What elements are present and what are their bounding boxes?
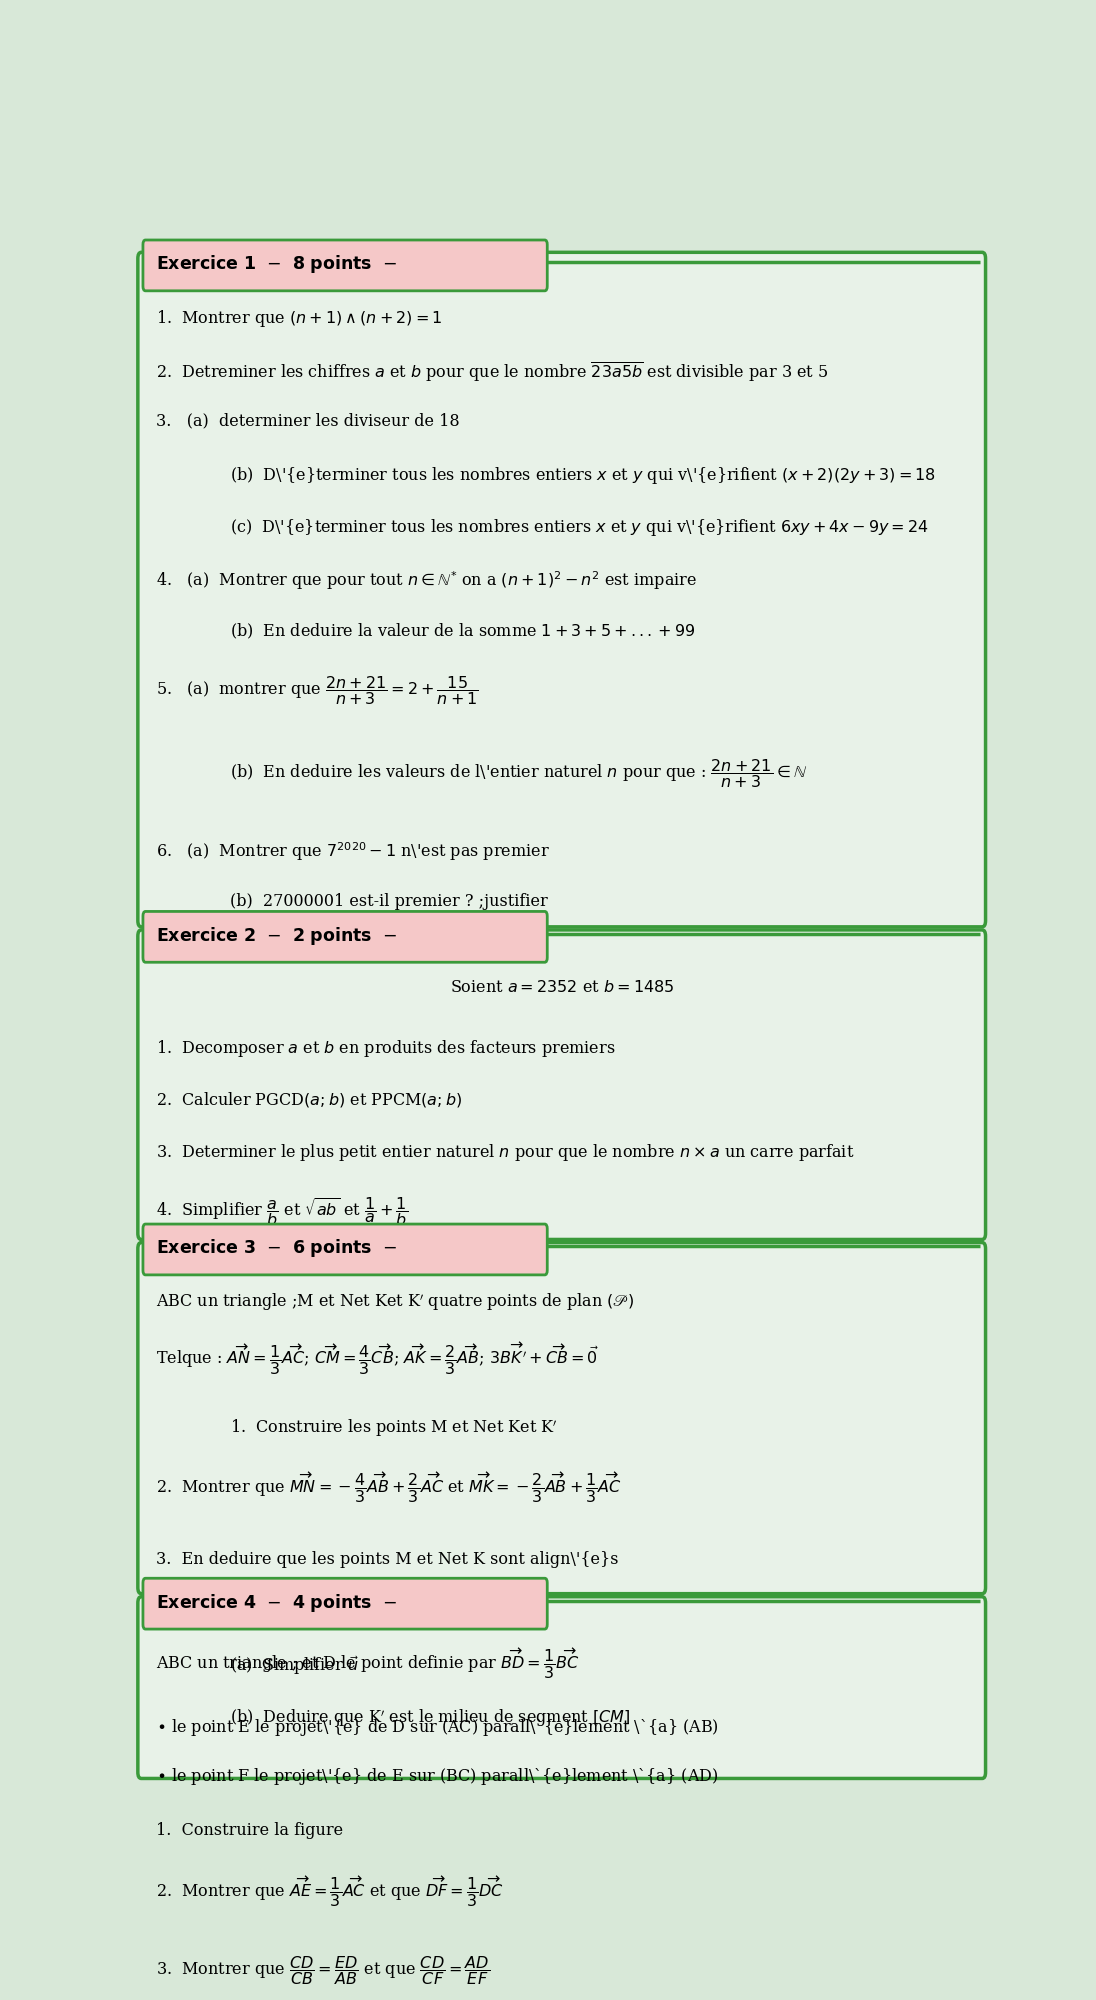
FancyBboxPatch shape	[142, 1578, 547, 1630]
Text: 1.  Construire les points M et Net Ket K$'$: 1. Construire les points M et Net Ket K$…	[230, 1418, 558, 1440]
Text: $\bullet$ le point E le projet\'{e} de D sur (AC) parall\`{e}lement \`{a} (AB): $\bullet$ le point E le projet\'{e} de D…	[156, 1716, 719, 1738]
Text: $\mathbf{Exercice\ 2}$  $-$  $\mathbf{2\ points}$  $-$: $\mathbf{Exercice\ 2}$ $-$ $\mathbf{2\ p…	[156, 924, 397, 946]
Text: (c)  D\'{e}terminer tous les nombres entiers $x$ et $y$ qui v\'{e}rifient $6xy+4: (c) D\'{e}terminer tous les nombres enti…	[230, 518, 929, 538]
Text: 2.  Montrer que $\overrightarrow{MN}=-\dfrac{4}{3}\overrightarrow{AB}+\dfrac{2}{: 2. Montrer que $\overrightarrow{MN}=-\df…	[156, 1470, 621, 1506]
Text: $\bullet$ le point F le projet\'{e} de E sur (BC) parall\`{e}lement \`{a} (AD): $\bullet$ le point F le projet\'{e} de E…	[156, 1766, 718, 1788]
FancyBboxPatch shape	[142, 1224, 547, 1274]
Text: 2.  Montrer que $\overrightarrow{AE}=\dfrac{1}{3}\overrightarrow{AC}$ et que $\o: 2. Montrer que $\overrightarrow{AE}=\dfr…	[156, 1874, 504, 1908]
FancyBboxPatch shape	[138, 1596, 985, 1778]
Text: $\mathbf{Exercice\ 1}$  $-$  $\mathbf{8\ points}$  $-$: $\mathbf{Exercice\ 1}$ $-$ $\mathbf{8\ p…	[156, 254, 397, 276]
Text: Soient $a=2352$ et $b=1485$: Soient $a=2352$ et $b=1485$	[449, 980, 674, 996]
FancyBboxPatch shape	[138, 252, 985, 926]
Text: 1.  Construire la figure: 1. Construire la figure	[156, 1822, 343, 1838]
Text: (a)  Simplifier $\vec{u}$: (a) Simplifier $\vec{u}$	[230, 1656, 359, 1678]
Text: 2.  Calculer PGCD$(a;b)$ et PPCM$(a;b)$: 2. Calculer PGCD$(a;b)$ et PPCM$(a;b)$	[156, 1090, 463, 1110]
Text: 6.   (a)  Montrer que $7^{2020}-1$ n\'est pas premier: 6. (a) Montrer que $7^{2020}-1$ n\'est p…	[156, 840, 549, 864]
Text: Telque : $\overrightarrow{AN}=\dfrac{1}{3}\overrightarrow{AC}$; $\overrightarrow: Telque : $\overrightarrow{AN}=\dfrac{1}{…	[156, 1342, 598, 1378]
Text: 1.  Montrer que $(n+1)\wedge(n+2)=1$: 1. Montrer que $(n+1)\wedge(n+2)=1$	[156, 308, 442, 328]
Text: 4.  Soit le vecteur $\vec{u}=\overrightarrow{K'C}+\overrightarrow{K'M}$: 4. Soit le vecteur $\vec{u}=\overrightar…	[156, 1602, 411, 1628]
Text: 1.  Decomposer $a$ et $b$ en produits des facteurs premiers: 1. Decomposer $a$ et $b$ en produits des…	[156, 1038, 615, 1058]
FancyBboxPatch shape	[138, 1242, 985, 1594]
Text: 3.  Determiner le plus petit entier naturel $n$ pour que le nombre $n\times a$ u: 3. Determiner le plus petit entier natur…	[156, 1142, 854, 1164]
Text: 5.   (a)  montrer que $\dfrac{2n+21}{n+3}=2+\dfrac{15}{n+1}$: 5. (a) montrer que $\dfrac{2n+21}{n+3}=2…	[156, 674, 479, 708]
FancyBboxPatch shape	[138, 930, 985, 1240]
FancyBboxPatch shape	[142, 912, 547, 962]
Text: $\mathbf{Exercice\ 4}$  $-$  $\mathbf{4\ points}$  $-$: $\mathbf{Exercice\ 4}$ $-$ $\mathbf{4\ p…	[156, 1592, 397, 1614]
Text: ABC un triangle ; et D le point definie par $\overrightarrow{BD}=\dfrac{1}{3}\ov: ABC un triangle ; et D le point definie …	[156, 1646, 580, 1680]
Text: 3.   (a)  determiner les diviseur de 18: 3. (a) determiner les diviseur de 18	[156, 412, 459, 430]
Text: (b)  D\'{e}terminer tous les nombres entiers $x$ et $y$ qui v\'{e}rifient $(x+2): (b) D\'{e}terminer tous les nombres enti…	[230, 464, 936, 486]
FancyBboxPatch shape	[142, 240, 547, 290]
Text: 4.  Simplifier $\dfrac{a}{b}$ et $\sqrt{ab}$ et $\dfrac{1}{a}+\dfrac{1}{b}$: 4. Simplifier $\dfrac{a}{b}$ et $\sqrt{a…	[156, 1194, 408, 1228]
Text: 4.   (a)  Montrer que pour tout $n\in\mathbb{N}^{*}$ on a $(n+1)^{2}-n^{2}$ est : 4. (a) Montrer que pour tout $n\in\mathb…	[156, 570, 697, 592]
Text: (b)  En deduire la valeur de la somme $1+3+5+...+99$: (b) En deduire la valeur de la somme $1+…	[230, 622, 696, 642]
Text: 3.  Montrer que $\dfrac{CD}{CB}=\dfrac{ED}{AB}$ et que $\dfrac{CD}{CF}=\dfrac{AD: 3. Montrer que $\dfrac{CD}{CB}=\dfrac{ED…	[156, 1954, 490, 1988]
Text: 3.  En deduire que les points M et Net K sont align\'{e}s: 3. En deduire que les points M et Net K …	[156, 1550, 618, 1568]
Text: $\mathbf{Exercice\ 3}$  $-$  $\mathbf{6\ points}$  $-$: $\mathbf{Exercice\ 3}$ $-$ $\mathbf{6\ p…	[156, 1238, 397, 1260]
Text: ABC un triangle ;M et Net Ket K$'$ quatre points de plan $(\mathscr{P})$: ABC un triangle ;M et Net Ket K$'$ quatr…	[156, 1292, 635, 1314]
Text: (b)  Deduire que K$'$ est le milieu de segment $[CM]$: (b) Deduire que K$'$ est le milieu de se…	[230, 1708, 631, 1728]
Text: 2.  Detreminer les chiffres $a$ et $b$ pour que le nombre $\overline{23a5b}$ est: 2. Detreminer les chiffres $a$ et $b$ po…	[156, 360, 827, 384]
Text: (b)  En deduire les valeurs de l\'entier naturel $n$ pour que : $\dfrac{2n+21}{n: (b) En deduire les valeurs de l\'entier …	[230, 758, 808, 790]
Text: (b)  27000001 est-il premier ? ;justifier: (b) 27000001 est-il premier ? ;justifier	[230, 892, 548, 910]
